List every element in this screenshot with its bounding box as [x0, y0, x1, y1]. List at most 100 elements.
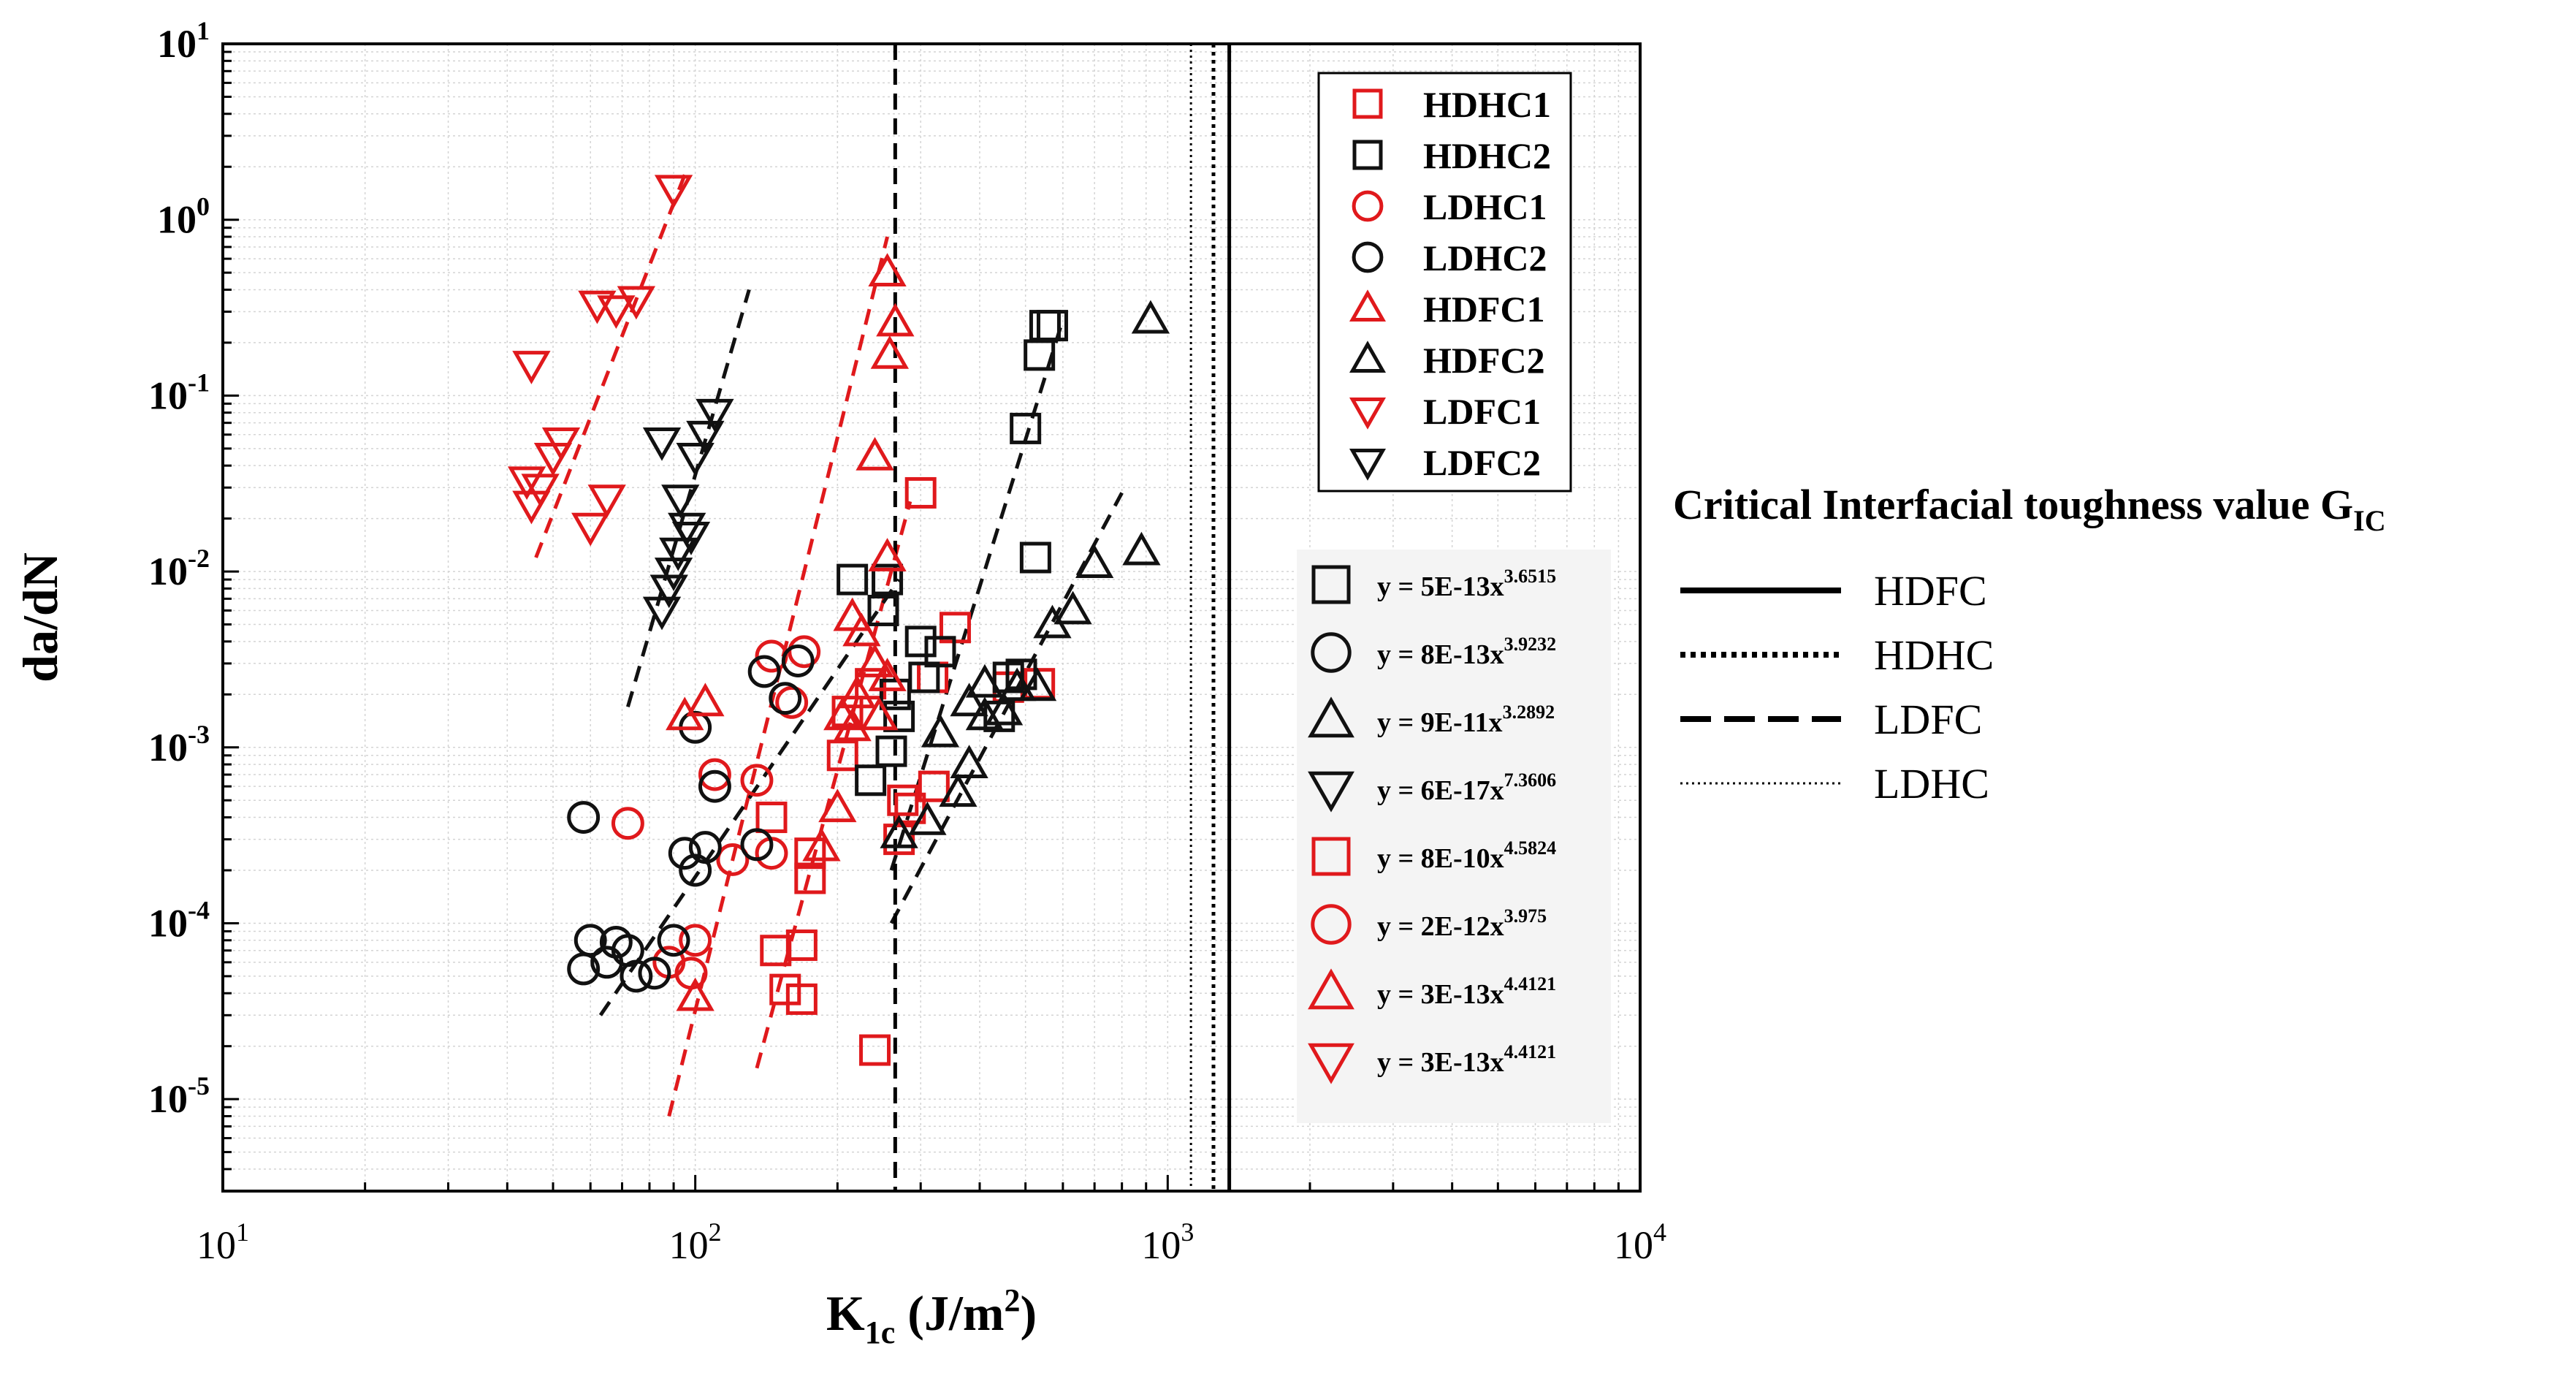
data-point: [567, 952, 601, 986]
data-point: [867, 594, 899, 626]
data-point: [649, 574, 688, 609]
data-point: [965, 696, 1005, 731]
data-point: [872, 563, 904, 596]
series-legend: HDHC1 HDHC2 LDHC1 LDHC2 HDFC1 HDFC2 LDFC1 LDFC2: [1317, 72, 1572, 493]
data-point: [1024, 339, 1056, 371]
data-point: [533, 442, 573, 476]
data-point: [794, 862, 826, 894]
y-tick-label: 10-5: [148, 1071, 210, 1121]
x-axis-label: K1c (J/m2): [826, 1282, 1037, 1350]
y-tick-label: 10-3: [148, 720, 210, 769]
data-point: [617, 286, 656, 320]
reference-lines: [893, 44, 1232, 1191]
data-point: [965, 664, 1005, 698]
data-point: [908, 661, 940, 693]
data-point: [740, 764, 774, 797]
critical-legend-label: LDFC: [1874, 696, 1982, 743]
data-point: [855, 668, 887, 700]
critical-legend-title: Critical Interfacial toughness value GIC: [1673, 481, 2386, 537]
data-point: [868, 253, 907, 287]
data-point: [939, 773, 978, 807]
series-ldhc2: [567, 645, 815, 993]
data-point: [837, 674, 877, 709]
data-point: [998, 667, 1037, 701]
equation-marker: [1311, 837, 1351, 876]
equation-label: y = 6E-17x7.3606: [1377, 769, 1556, 806]
series-hdhc2: [837, 310, 1068, 796]
data-point: [904, 476, 937, 509]
data-point: [883, 700, 915, 732]
data-point: [984, 691, 1024, 726]
data-point: [512, 490, 551, 525]
data-point: [856, 644, 894, 677]
legend-marker: [1349, 448, 1387, 481]
equation-label: y = 3E-13x4.4121: [1377, 1041, 1556, 1078]
fit-line: [889, 319, 1065, 871]
equation-legend-box: [1297, 550, 1611, 1123]
data-point: [679, 924, 712, 957]
data-point: [507, 466, 546, 501]
data-point: [1033, 604, 1072, 639]
critical-legend-label: LDHC: [1874, 760, 1989, 807]
data-point: [676, 442, 715, 476]
data-point: [868, 658, 907, 691]
y-tick-labels: 10-5 10-4 10-3 10-2 10-1 100 101: [148, 16, 210, 1121]
data-point: [868, 538, 907, 571]
data-point: [755, 802, 788, 834]
legend-marker: [1352, 88, 1383, 119]
data-point: [676, 977, 715, 1011]
data-point: [638, 957, 671, 990]
data-point: [571, 512, 610, 547]
equation-label: y = 8E-10x4.5824: [1377, 837, 1556, 874]
data-point: [859, 1034, 891, 1066]
data-point: [860, 696, 899, 731]
data-point: [679, 853, 712, 887]
x-tick-labels: 101 102 103 104: [197, 1217, 1666, 1267]
data-point: [512, 351, 551, 384]
data-point: [620, 959, 653, 993]
data-point: [833, 707, 872, 742]
equation-marker: [1308, 696, 1354, 738]
series-hdfc2: [880, 300, 1170, 848]
data-point: [924, 636, 956, 668]
series-legend-box: [1317, 72, 1572, 493]
data-point: [880, 814, 918, 848]
legend-marker: [1349, 289, 1387, 322]
legend-label: HDHC2: [1423, 135, 1551, 176]
data-point: [686, 683, 725, 717]
equation-marker: [1311, 565, 1351, 604]
data-point: [1122, 531, 1161, 566]
equation-label: y = 5E-13x3.6515: [1377, 566, 1556, 602]
y-tick-label: 10-4: [148, 895, 210, 945]
y-tick-label: 101: [157, 16, 210, 66]
legend-label: LDHC2: [1423, 237, 1547, 278]
critical-legend-label: HDHC: [1874, 631, 1994, 679]
critical-legend-label: HDFC: [1874, 567, 1987, 615]
legend-label: LDFC1: [1423, 391, 1541, 432]
data-point: [1131, 300, 1170, 334]
legend-marker: [1349, 341, 1387, 373]
y-axis-label: da/dN: [12, 552, 68, 683]
fit-line: [598, 578, 901, 1016]
x-tick-label: 102: [669, 1217, 722, 1267]
equation-label: y = 3E-13x4.4121: [1377, 973, 1556, 1010]
data-point: [876, 303, 915, 337]
data-point: [785, 929, 818, 962]
data-point: [875, 735, 907, 767]
equation-marker: [1308, 968, 1354, 1010]
data-point: [802, 827, 841, 862]
data-point: [659, 537, 698, 571]
data-point: [842, 612, 881, 647]
legend-label: LDHC1: [1423, 186, 1547, 227]
data-point: [879, 678, 911, 710]
series-ldfc1: [507, 175, 693, 547]
data-point: [826, 739, 858, 772]
data-point: [597, 295, 636, 330]
legend-marker: [1352, 140, 1383, 170]
data-point: [1010, 412, 1042, 444]
data-point: [908, 802, 947, 835]
data-point: [887, 784, 919, 816]
data-point: [950, 683, 988, 717]
